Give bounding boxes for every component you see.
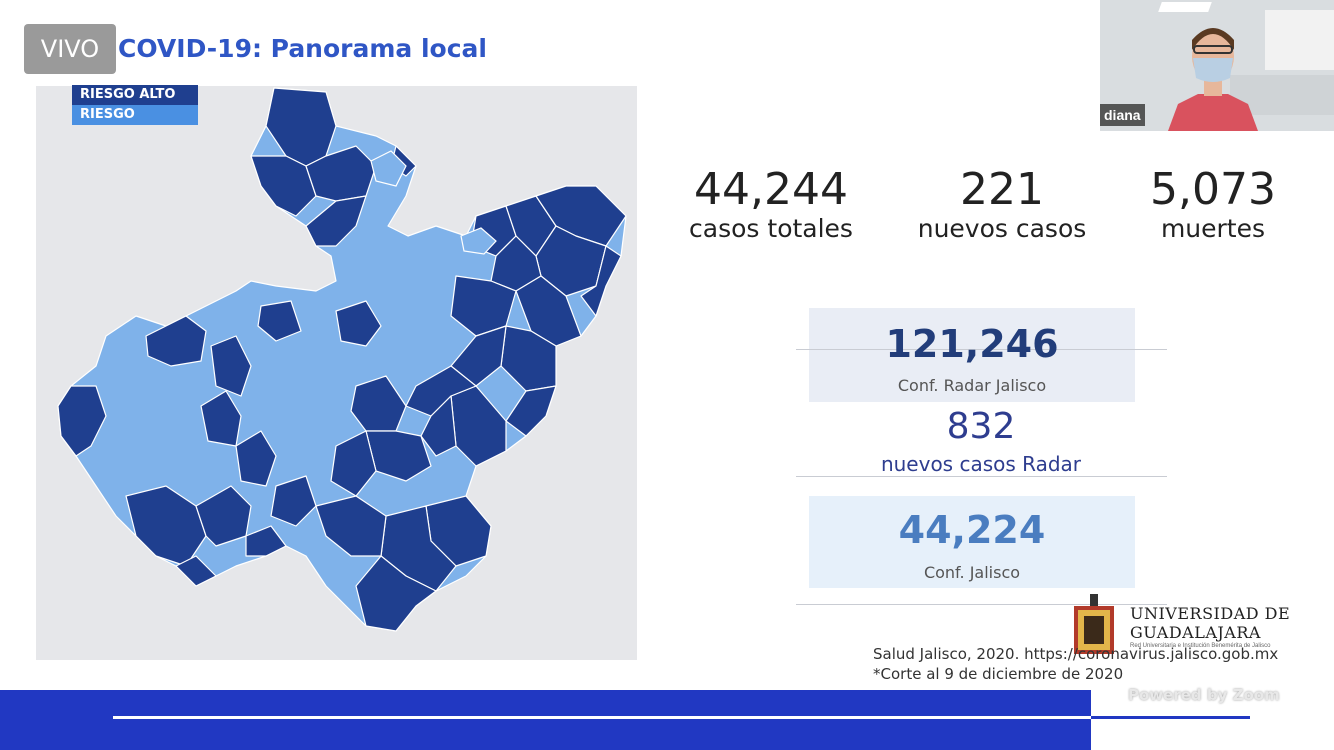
live-badge: VIVO <box>24 24 116 74</box>
divider <box>796 349 1167 350</box>
radar-new-label: nuevos casos Radar <box>880 452 1082 476</box>
map-region-se-3 <box>355 555 437 632</box>
map-region-w-2 <box>210 335 252 397</box>
radar-box <box>809 308 1135 402</box>
map-region-ne-5 <box>580 245 622 317</box>
participant-video-image <box>1168 28 1258 131</box>
map-region-c-7 <box>257 300 302 342</box>
participant-video-tile[interactable] <box>1100 0 1334 131</box>
map-region-c-5 <box>270 475 317 527</box>
slide-footer-bar <box>0 690 1091 750</box>
radar-confirmed-value: 121,246 <box>885 322 1059 366</box>
map-region-e-4 <box>420 395 457 457</box>
map-region-w-4 <box>57 385 107 457</box>
map-region-light-ne <box>460 227 497 255</box>
stat-total-cases-value: 44,244 <box>694 164 848 215</box>
university-name-line2: GUADALAJARA <box>1130 623 1261 642</box>
map-region-c-3 <box>330 430 377 497</box>
stat-total-cases-label: casos totales <box>689 214 853 243</box>
cutoff-date-line: *Corte al 9 de diciembre de 2020 <box>873 665 1124 683</box>
stat-deaths: 5,073 muertes <box>1140 166 1286 244</box>
jalisco-municipality-map <box>57 87 627 632</box>
map-region-c-4 <box>315 495 387 557</box>
participant-name-tag: diana <box>1100 104 1145 126</box>
university-crest-logo <box>1074 594 1114 654</box>
stat-new-cases-value: 221 <box>960 164 1044 215</box>
divider <box>796 476 1167 477</box>
stat-deaths-value: 5,073 <box>1150 164 1276 215</box>
map-region-e-1 <box>505 385 557 437</box>
source-note: Salud Jalisco, 2020. https://coronavirus… <box>873 644 1278 684</box>
jalisco-box <box>809 496 1135 588</box>
stat-new-cases: 221 nuevos casos <box>900 166 1104 244</box>
map-region-sw-3 <box>175 555 217 587</box>
university-name: UNIVERSIDAD DE GUADALAJARA <box>1130 604 1290 642</box>
footer-line-accent <box>1091 716 1250 719</box>
stat-new-cases-label: nuevos casos <box>917 214 1087 243</box>
jalisco-confirmed-label: Conf. Jalisco <box>923 563 1021 582</box>
map-region-north-2 <box>250 155 317 217</box>
jalisco-confirmed-value: 44,224 <box>898 508 1046 552</box>
ceiling-light <box>1158 2 1212 12</box>
university-subtitle: Red Universitaria e Institución Beneméri… <box>1130 643 1271 649</box>
map-region-north-4 <box>305 195 367 247</box>
slide-title: COVID-19: Panorama local <box>118 34 487 63</box>
map-legend: RIESGO ALTO RIESGO <box>72 84 198 127</box>
map-region-w-5 <box>235 430 277 487</box>
radar-confirmed-label: Conf. Radar Jalisco <box>897 376 1047 395</box>
legend-high-risk: RIESGO ALTO <box>72 85 198 105</box>
source-line: Salud Jalisco, 2020. https://coronavirus… <box>873 645 1279 663</box>
footer-line <box>113 716 1250 719</box>
powered-by-zoom: Powered by Zoom <box>1128 686 1280 704</box>
legend-risk: RIESGO <box>72 105 198 125</box>
university-name-line1: UNIVERSIDAD DE <box>1130 604 1291 623</box>
radar-new-value: 832 <box>946 406 1016 447</box>
map-region-ne-10 <box>450 325 507 387</box>
background-cabinet <box>1265 10 1334 70</box>
map-region-sw-1 <box>125 485 207 567</box>
map-region-light-n <box>370 150 407 187</box>
stat-deaths-label: muertes <box>1160 214 1266 243</box>
divider <box>796 604 1167 605</box>
map-region-w-1 <box>145 315 207 367</box>
stat-total-cases: 44,244 casos totales <box>676 166 866 244</box>
map-region-c-6 <box>335 300 382 347</box>
map-region-w-3 <box>200 390 242 447</box>
map-region-sw-4 <box>245 525 287 557</box>
